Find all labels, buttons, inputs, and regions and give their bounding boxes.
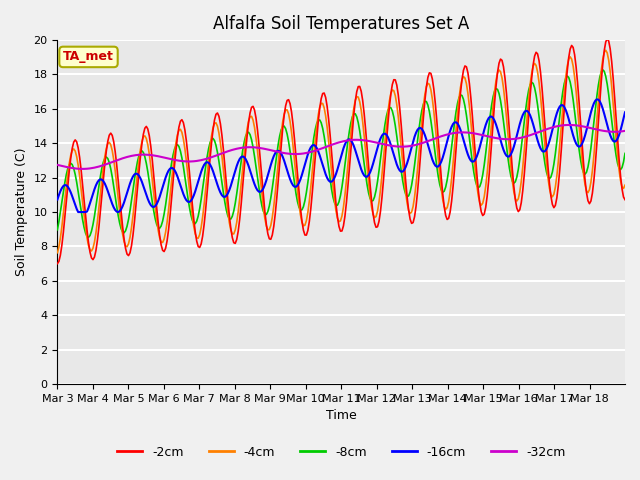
Title: Alfalfa Soil Temperatures Set A: Alfalfa Soil Temperatures Set A: [213, 15, 469, 33]
Legend: -2cm, -4cm, -8cm, -16cm, -32cm: -2cm, -4cm, -8cm, -16cm, -32cm: [112, 441, 570, 464]
X-axis label: Time: Time: [326, 409, 356, 422]
Y-axis label: Soil Temperature (C): Soil Temperature (C): [15, 148, 28, 276]
Text: TA_met: TA_met: [63, 50, 114, 63]
